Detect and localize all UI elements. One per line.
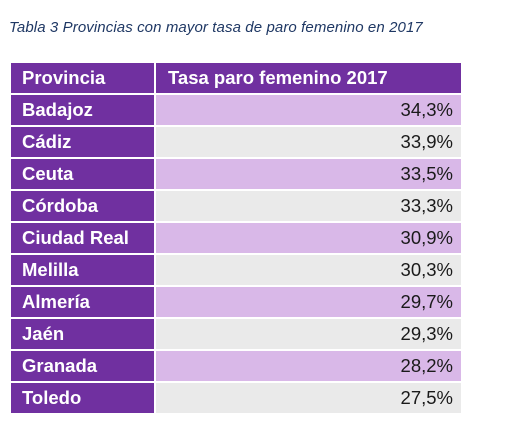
- tasa-cell: 29,7%: [156, 287, 461, 317]
- provincia-cell: Ciudad Real: [11, 223, 156, 253]
- tasa-cell: 28,2%: [156, 351, 461, 381]
- table-caption: Tabla 3 Provincias con mayor tasa de par…: [9, 19, 423, 36]
- provincia-cell: Jaén: [11, 319, 156, 349]
- table-row: Jaén 29,3%: [11, 319, 461, 349]
- provincia-cell: Granada: [11, 351, 156, 381]
- tasa-cell: 33,3%: [156, 191, 461, 221]
- header-provincia: Provincia: [11, 63, 156, 93]
- provincia-cell: Ceuta: [11, 159, 156, 189]
- tasa-cell: 27,5%: [156, 383, 461, 413]
- provincia-cell: Toledo: [11, 383, 156, 413]
- table-row: Ciudad Real 30,9%: [11, 223, 461, 253]
- table-row: Cádiz 33,9%: [11, 127, 461, 157]
- provincia-cell: Cádiz: [11, 127, 156, 157]
- table-row: Almería 29,7%: [11, 287, 461, 317]
- provincia-cell: Almería: [11, 287, 156, 317]
- table-row: Ceuta 33,5%: [11, 159, 461, 189]
- table-row: Córdoba 33,3%: [11, 191, 461, 221]
- tasa-cell: 33,5%: [156, 159, 461, 189]
- header-tasa: Tasa paro femenino 2017: [156, 63, 461, 93]
- table-row: Granada 28,2%: [11, 351, 461, 381]
- tasa-cell: 34,3%: [156, 95, 461, 125]
- tasa-cell: 30,3%: [156, 255, 461, 285]
- table-row: Melilla 30,3%: [11, 255, 461, 285]
- tasa-cell: 29,3%: [156, 319, 461, 349]
- tasa-cell: 30,9%: [156, 223, 461, 253]
- tasa-cell: 33,9%: [156, 127, 461, 157]
- provincia-cell: Córdoba: [11, 191, 156, 221]
- table-header-row: Provincia Tasa paro femenino 2017: [11, 63, 461, 93]
- unemployment-table: Provincia Tasa paro femenino 2017 Badajo…: [11, 61, 461, 415]
- table-row: Toledo 27,5%: [11, 383, 461, 413]
- table-row: Badajoz 34,3%: [11, 95, 461, 125]
- provincia-cell: Melilla: [11, 255, 156, 285]
- provincia-cell: Badajoz: [11, 95, 156, 125]
